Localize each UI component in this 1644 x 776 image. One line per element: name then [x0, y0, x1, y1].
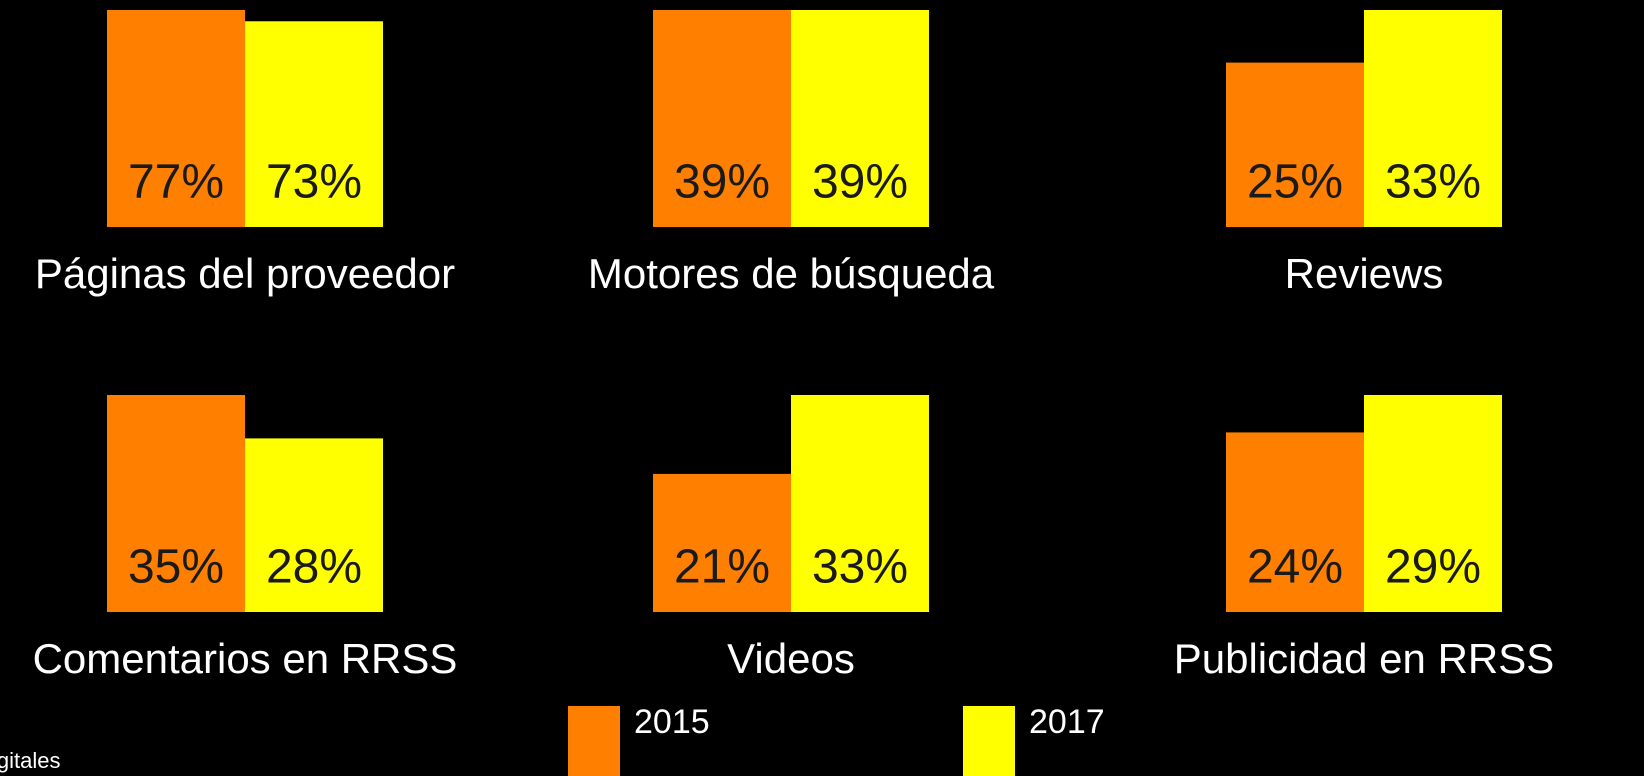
legend-swatch: [963, 706, 1015, 776]
value-label: 21%: [674, 541, 770, 594]
panel-title: Páginas del proveedor: [35, 250, 455, 297]
value-label: 25%: [1247, 156, 1343, 209]
value-label: 33%: [812, 541, 908, 594]
panel-title: Motores de búsqueda: [588, 250, 995, 297]
panel-title: Videos: [727, 635, 855, 682]
panel-title: Reviews: [1285, 250, 1444, 297]
legend-swatch: [568, 706, 620, 776]
bar: [245, 438, 383, 612]
value-label: 28%: [266, 541, 362, 594]
panel-title: Publicidad en RRSS: [1174, 635, 1555, 682]
bar: [1364, 395, 1502, 612]
value-label: 33%: [1385, 156, 1481, 209]
bar: [791, 395, 929, 612]
legend-label: 2017: [1029, 703, 1105, 741]
value-label: 29%: [1385, 541, 1481, 594]
value-label: 39%: [674, 156, 770, 209]
bar: [107, 395, 245, 612]
bar: [1226, 432, 1364, 612]
value-label: 73%: [266, 156, 362, 209]
bar: [791, 10, 929, 227]
bar: [1226, 62, 1364, 227]
bar: [653, 473, 791, 612]
legend-label: 2015: [634, 703, 710, 741]
bar: [245, 21, 383, 227]
value-label: 39%: [812, 156, 908, 209]
footer-note: igitales: [0, 748, 60, 773]
bar: [107, 10, 245, 227]
bar: [1364, 10, 1502, 227]
panel-title: Comentarios en RRSS: [33, 635, 458, 682]
value-label: 77%: [128, 156, 224, 209]
value-label: 35%: [128, 541, 224, 594]
bar: [653, 10, 791, 227]
value-label: 24%: [1247, 541, 1343, 594]
